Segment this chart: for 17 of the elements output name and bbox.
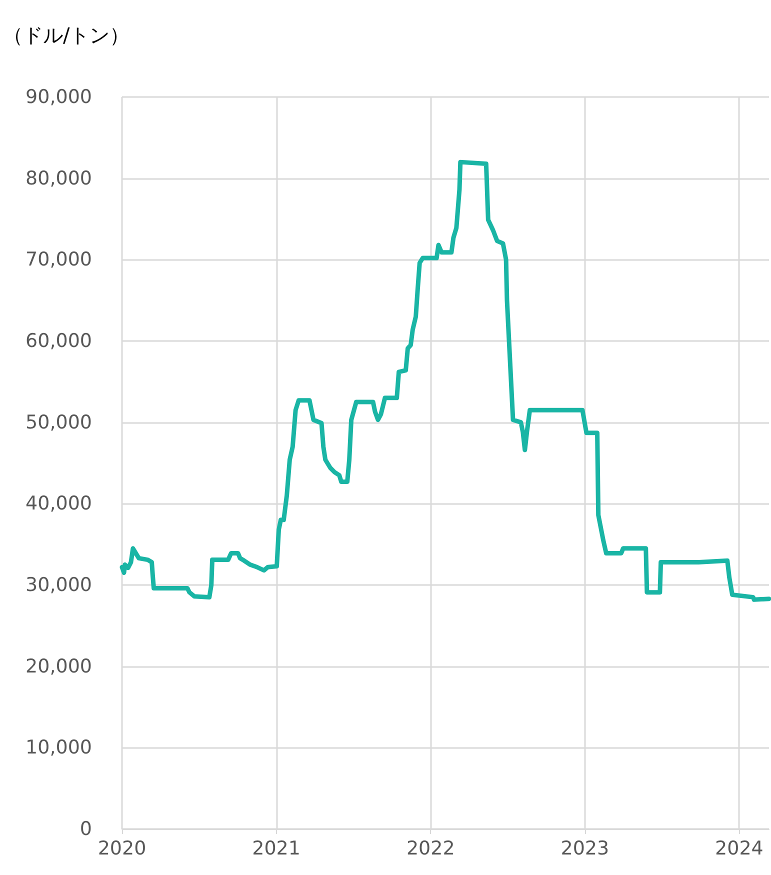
- x-tick-label: 2020: [98, 838, 146, 860]
- x-tick-label: 2021: [252, 838, 300, 860]
- y-tick-label: 60,000: [26, 330, 92, 352]
- y-tick-label: 70,000: [26, 248, 92, 271]
- y-tick-label: 10,000: [26, 736, 92, 759]
- y-tick-label: 50,000: [26, 411, 92, 434]
- y-axis-title: （ドル/トン）: [3, 23, 130, 47]
- y-tick-label: 80,000: [26, 167, 92, 190]
- y-tick-label: 30,000: [26, 574, 92, 596]
- y-tick-label: 90,000: [26, 86, 92, 108]
- y-tick-label: 0: [80, 818, 92, 840]
- line-series: [120, 160, 771, 602]
- x-tick-label: 2023: [560, 838, 610, 860]
- y-tick-label: 40,000: [26, 492, 92, 515]
- y-tick-label: 20,000: [26, 655, 92, 678]
- x-tick-label: 2022: [406, 838, 455, 860]
- x-tick-label: 2024: [715, 838, 764, 860]
